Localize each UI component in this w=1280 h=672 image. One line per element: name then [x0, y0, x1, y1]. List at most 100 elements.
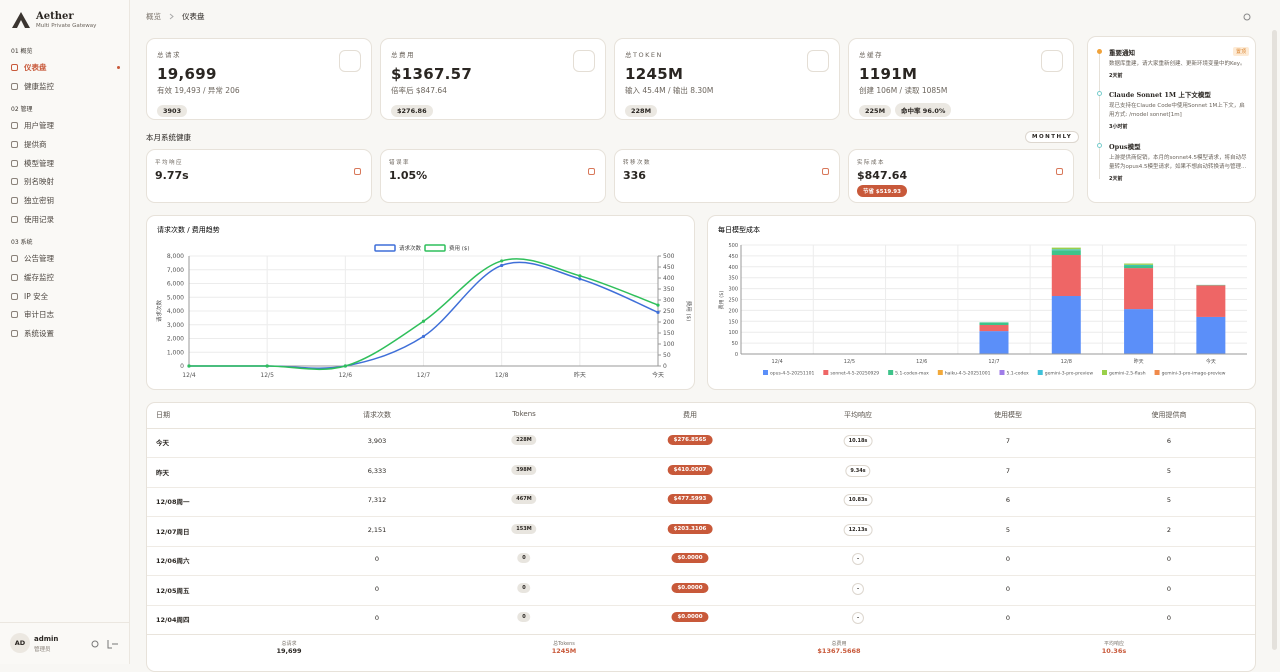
y-tick-label: 1,000 — [167, 349, 184, 356]
legend-label: gemini-2.5-flash — [1109, 371, 1146, 377]
footer-rule — [147, 634, 1255, 635]
user-role: 管理员 — [34, 645, 51, 653]
bar-segment — [1124, 264, 1153, 265]
legend-label: gemini-3-pro-preview — [1045, 371, 1094, 377]
cell: 398M — [511, 465, 536, 475]
cell: 2 — [1167, 526, 1171, 534]
bar-segment — [1124, 265, 1153, 268]
nav-label: 缓存监控 — [24, 272, 54, 283]
crumb: 仪表盘 — [182, 11, 205, 22]
bar-segment — [980, 331, 1009, 354]
badge: $276.86 — [391, 105, 433, 117]
logo — [11, 11, 31, 29]
legend-swatch — [1000, 370, 1005, 375]
y2-tick-label: 450 — [663, 264, 675, 271]
theme-toggle[interactable] — [1242, 12, 1252, 22]
stat-icon — [1041, 50, 1063, 72]
nav-item[interactable]: 独立密钥 — [0, 191, 130, 210]
point — [656, 311, 659, 314]
footer-value: 10.36s — [1102, 647, 1126, 655]
header-rule — [147, 428, 1255, 429]
y2-tick-label: 100 — [663, 341, 675, 348]
notice-time: 3小时前 — [1109, 123, 1249, 130]
x-tick-label: 12/7 — [988, 359, 999, 365]
nav-icon — [11, 141, 18, 148]
point — [422, 335, 425, 338]
bar-segment — [1124, 268, 1153, 309]
crumb[interactable]: 概览 — [146, 11, 161, 22]
cell: 使用模型 — [994, 410, 1022, 420]
x-tick-label: 今天 — [1206, 358, 1216, 365]
x-tick-label: 12/5 — [844, 359, 855, 365]
chart-title: 请求次数 / 费用趋势 — [157, 225, 220, 234]
cell: 12/08周一 — [156, 496, 189, 506]
cell: 0 — [517, 553, 530, 563]
nav-item[interactable]: 使用记录 — [0, 210, 130, 229]
nav-item[interactable]: 提供商 — [0, 135, 130, 154]
health-label: 实际成本 — [857, 158, 885, 166]
bar-segment — [1196, 317, 1225, 354]
stat-detail: 创建 106M / 读取 1085M — [859, 85, 947, 96]
cell: $477.5993 — [668, 494, 713, 504]
notice-title: Opus模型 — [1109, 141, 1249, 151]
row-rule — [147, 575, 1255, 576]
notice-title: 重要通知 — [1109, 47, 1249, 57]
footer-label: 总Tokens — [552, 640, 577, 647]
bar-segment — [980, 322, 1009, 325]
y-tick-label: 250 — [728, 298, 738, 304]
y-tick-label: 100 — [728, 330, 738, 336]
brand: Aether — [36, 11, 74, 22]
cell: 使用提供商 — [1152, 410, 1187, 420]
cell: $276.8565 — [668, 435, 713, 445]
nav-item[interactable]: 模型管理 — [0, 154, 130, 173]
stat-value: 1191M — [859, 65, 917, 83]
nav-item[interactable]: 别名映射 — [0, 172, 130, 191]
cell: 10.83s — [844, 494, 873, 506]
cell: 7 — [1006, 467, 1010, 475]
scrollbar[interactable] — [1272, 30, 1277, 650]
health-label: 错误率 — [389, 158, 410, 166]
legend-label: sonnet-4-5-20250929 — [830, 371, 879, 377]
notice-dot — [1097, 49, 1102, 54]
point — [656, 303, 659, 306]
bar-segment — [1052, 255, 1081, 296]
nav-label: 提供商 — [24, 139, 47, 150]
badges: $276.86 — [391, 98, 437, 117]
legend-label: opus-4-5-20251101 — [770, 371, 814, 377]
cell: 0 — [375, 585, 379, 593]
point — [344, 364, 347, 367]
cell: 6,333 — [368, 467, 387, 475]
nav-item[interactable]: 系统设置 — [0, 324, 130, 343]
stat-detail: 有效 19,493 / 异常 206 — [157, 85, 240, 96]
cell: 0 — [1167, 555, 1171, 563]
x-tick-label: 12/5 — [260, 372, 274, 379]
bar-segment — [980, 325, 1009, 331]
nav-icon — [11, 216, 18, 223]
nav-item[interactable]: 仪表盘 — [0, 58, 130, 77]
nav-label: 模型管理 — [24, 158, 54, 169]
y-tick-label: 500 — [728, 243, 738, 249]
nav-item[interactable]: 公告管理 — [0, 250, 130, 269]
y-tick-label: 200 — [728, 308, 738, 314]
cell: 0 — [1167, 585, 1171, 593]
nav-item[interactable]: 健康监控 — [0, 77, 130, 96]
chart-title: 每日模型成本 — [718, 225, 760, 234]
footer-label: 总费用 — [817, 640, 860, 647]
y2-tick-label: 50 — [663, 352, 671, 359]
notice-text: 数据库重建，请大家重新创建、更新环境变量中的Key。 — [1109, 60, 1249, 69]
cell: - — [852, 612, 864, 624]
nav-label: 别名映射 — [24, 176, 54, 187]
nav-item[interactable]: IP 安全 — [0, 287, 130, 306]
period-tag[interactable]: MONTHLY — [1025, 131, 1079, 143]
legend-swatch — [1038, 370, 1043, 375]
nav-item[interactable]: 缓存监控 — [0, 268, 130, 287]
nav-label: 审计日志 — [24, 309, 54, 320]
footer-label: 平均响应 — [1102, 640, 1126, 647]
user-actions[interactable] — [90, 639, 120, 649]
nav-item[interactable]: 审计日志 — [0, 306, 130, 325]
nav-item[interactable]: 用户管理 — [0, 116, 130, 135]
